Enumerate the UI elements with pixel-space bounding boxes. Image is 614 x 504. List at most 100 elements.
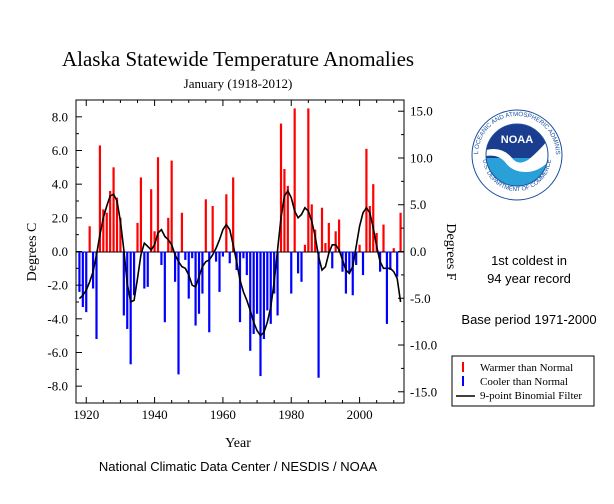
- bar-1955: [204, 199, 207, 252]
- credit-text: National Climatic Data Center / NESDIS /…: [99, 459, 377, 474]
- y-tick-label: -4.0: [47, 311, 68, 326]
- bar-1985: [307, 108, 310, 252]
- bar-1960: [221, 251, 225, 257]
- bar-1990: [324, 243, 327, 252]
- bar-1942: [160, 251, 163, 265]
- axes-ticks: 1920 1940 1960 1980 2000 -8.0 -6.0 -4.0 -2.0 0.0 2…: [47, 99, 437, 422]
- y-tick-label: -6.0: [47, 345, 68, 360]
- bar-1934: [132, 251, 136, 296]
- annotation-base-period: Base period 1971-2000: [461, 312, 596, 327]
- bar-1980: [290, 251, 293, 294]
- bar-1984: [303, 244, 307, 252]
- bar-2008: [385, 251, 389, 324]
- bar-1956: [208, 251, 211, 333]
- y-right-tick-label: 10.0: [410, 150, 433, 165]
- chart-subtitle: January (1918-2012): [184, 76, 293, 91]
- bar-1986: [310, 204, 313, 252]
- y-tick-label: 6.0: [52, 143, 68, 158]
- legend-filter-label: 9-point Binomial Filter: [480, 390, 582, 402]
- chart-title: Alaska Statewide Temperature Anomalies: [62, 47, 414, 71]
- logo-center-text: NOAA: [501, 134, 533, 146]
- bar-1994: [337, 219, 341, 252]
- bar-1944: [167, 217, 170, 252]
- bar-1974: [269, 251, 272, 324]
- bar-1923: [95, 251, 98, 340]
- bar-1936: [139, 177, 143, 252]
- bar-2004: [372, 184, 375, 252]
- y-right-tick-label: 0.0: [410, 244, 426, 259]
- bar-1958: [214, 251, 218, 262]
- bar-1996: [344, 251, 348, 294]
- bar-1938: [146, 251, 149, 287]
- y-right-tick-label: 5.0: [410, 197, 426, 212]
- bar-1978: [283, 169, 286, 252]
- bar-1997: [348, 251, 351, 274]
- bar-1992: [331, 251, 334, 269]
- bar-1982: [296, 251, 300, 274]
- bar-1975: [273, 251, 276, 294]
- bar-1929: [115, 197, 119, 252]
- bar-1940: [153, 231, 156, 252]
- bar-1918: [78, 251, 81, 292]
- x-tick-label: 2000: [347, 407, 373, 422]
- bar-1967: [245, 251, 248, 276]
- y-right-tick-label: -10.0: [410, 338, 437, 353]
- y-tick-label: 0.0: [52, 244, 68, 259]
- bar-1959: [218, 251, 221, 292]
- legend-cool-label: Cooler than Normal: [480, 376, 568, 388]
- y-tick-label: 2.0: [52, 210, 68, 225]
- y-tick-label: -8.0: [47, 379, 68, 394]
- bar-2012: [399, 212, 402, 252]
- y-right-tick-label: -5.0: [410, 291, 431, 306]
- legend-box: [451, 355, 595, 407]
- bar-2001: [361, 251, 365, 276]
- y-tick-label: 4.0: [52, 177, 68, 192]
- bar-1953: [197, 251, 201, 314]
- y-axis-label-right: Degrees F: [443, 223, 458, 280]
- bar-1937: [143, 251, 146, 289]
- bar-1965: [238, 251, 242, 323]
- x-tick-label: 1920: [73, 407, 99, 422]
- bar-1957: [211, 206, 214, 252]
- gull-icon: [486, 140, 548, 172]
- bar-2007: [382, 224, 385, 252]
- bar-1943: [163, 251, 166, 323]
- bar-1945: [170, 160, 173, 252]
- bar-1926: [105, 212, 108, 252]
- bar-1920: [85, 251, 88, 313]
- bar-1991: [327, 222, 330, 252]
- bar-1948: [180, 212, 184, 252]
- bar-1962: [228, 251, 231, 264]
- x-tick-label: 1940: [142, 407, 168, 422]
- bar-1919: [81, 251, 84, 308]
- legend-warm-label: Warmer than Normal: [480, 362, 573, 374]
- bar-1981: [293, 108, 296, 252]
- bar-1921: [88, 226, 91, 252]
- y-right-tick-label: 15.0: [410, 104, 433, 119]
- bar-1970: [255, 251, 259, 314]
- bar-1949: [184, 251, 187, 260]
- bar-1999: [355, 251, 358, 265]
- x-axis-label: Year: [225, 436, 251, 451]
- bar-1976: [276, 251, 279, 316]
- bar-1977: [279, 123, 283, 252]
- bar-1963: [232, 177, 235, 252]
- bar-1931: [122, 251, 125, 316]
- bar-1930: [119, 217, 122, 252]
- bar-1968: [249, 251, 252, 351]
- bar-2000: [358, 244, 361, 252]
- bar-1941: [156, 157, 160, 252]
- bar-2009: [389, 251, 392, 271]
- bar-1989: [320, 207, 324, 252]
- y-tick-label: -2.0: [47, 278, 68, 293]
- bar-1988: [317, 251, 320, 378]
- bar-1952: [194, 251, 197, 326]
- bar-2010: [392, 248, 395, 252]
- x-tick-label: 1960: [210, 407, 236, 422]
- bar-1983: [300, 251, 303, 282]
- bar-1954: [201, 251, 204, 294]
- bar-1971: [259, 251, 262, 377]
- bar-2002: [365, 148, 368, 252]
